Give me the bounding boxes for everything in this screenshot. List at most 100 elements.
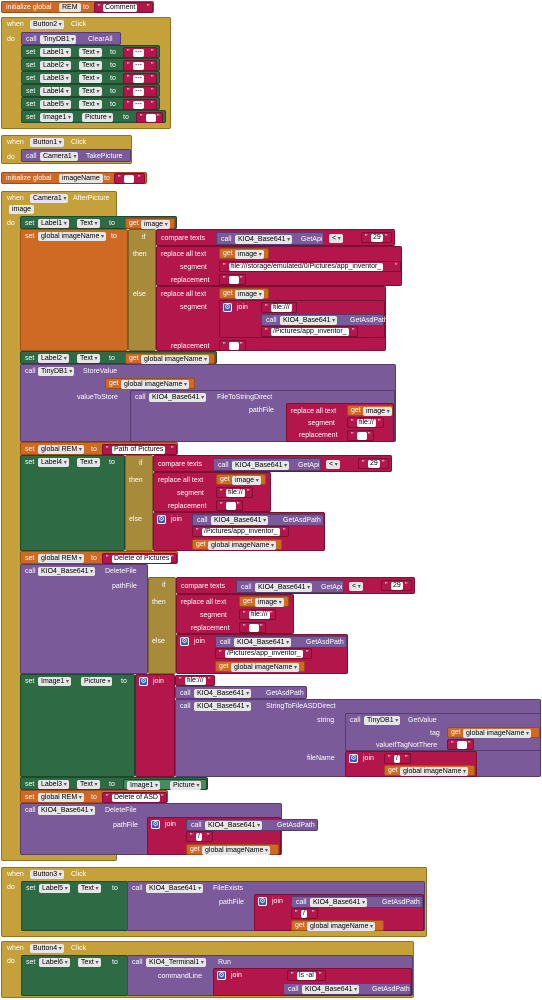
join-block[interactable]: ⚙ join " / " get global imageName: [345, 751, 477, 777]
string-value[interactable]: ls -al: [297, 972, 316, 980]
join-block[interactable]: ⚙ join: [135, 674, 175, 777]
var-field[interactable]: image: [235, 290, 264, 299]
string-value[interactable]: [124, 175, 134, 183]
string-value[interactable]: ---: [133, 75, 144, 83]
string-value[interactable]: Path of Pictures: [112, 446, 166, 454]
component-field[interactable]: Button1: [30, 138, 64, 147]
string-value[interactable]: /Pictures/app_inventor_: [202, 528, 280, 536]
component-field[interactable]: Label3: [38, 780, 69, 789]
string-block[interactable]: " --- ": [123, 47, 157, 58]
string-value[interactable]: Comment: [103, 4, 138, 12]
button4-click-event[interactable]: when Button4 Click do set Label6 Text to…: [1, 941, 414, 998]
gear-icon[interactable]: ⚙: [223, 303, 232, 312]
gear-icon[interactable]: ⚙: [258, 897, 267, 906]
string-block[interactable]: " Path of Pictures ": [102, 444, 177, 455]
string-block[interactable]: " file://": [347, 417, 384, 428]
string-block[interactable]: "/Pictures/app_inventor_ ": [261, 326, 358, 337]
operator-field[interactable]: <: [326, 460, 340, 469]
component-field[interactable]: TinyDB1: [40, 35, 77, 44]
string-block[interactable]: " Delete of Pictures ": [102, 553, 177, 564]
component-field[interactable]: Label5: [40, 100, 71, 109]
call-stringtofileasddirect[interactable]: call KIO4_Base641 StringToFileASDDirect …: [175, 699, 541, 777]
component-field[interactable]: Label2: [40, 61, 71, 70]
string-value[interactable]: file:///storage/emulated/0/Pictures/app_…: [229, 263, 384, 271]
string-block[interactable]: " --- ": [123, 99, 157, 110]
string-value[interactable]: [229, 342, 239, 350]
get-global-imagename[interactable]: get global imageName: [125, 353, 215, 364]
var-field[interactable]: global REM: [38, 793, 84, 802]
set-label3-text[interactable]: set Label3 Text to Image1 Picture: [20, 777, 208, 790]
string-value[interactable]: file:///: [185, 677, 206, 685]
component-field[interactable]: TinyDB1: [364, 716, 401, 725]
gear-icon[interactable]: ⚙: [180, 637, 189, 646]
string-value[interactable]: /Pictures/app_inventor_: [271, 328, 349, 336]
string-block[interactable]: "/Pictures/app_inventor_ ": [192, 526, 289, 537]
component-field[interactable]: KIO4_Base641: [38, 806, 96, 815]
get-global-imagename[interactable]: get global imageName: [291, 920, 384, 931]
var-field[interactable]: global imageName: [231, 663, 300, 672]
set-label5-text[interactable]: set Label5 Text to: [21, 881, 128, 931]
string-value[interactable]: [146, 114, 156, 122]
set-label1-text[interactable]: set Label1 Text to "---": [21, 45, 160, 58]
set-label6-text[interactable]: set Label6 Text to: [21, 955, 128, 996]
var-field[interactable]: image: [363, 407, 392, 416]
component-field[interactable]: KIO4_Base641: [280, 316, 338, 325]
set-label3-text[interactable]: set Label3 Text to "---": [21, 71, 160, 84]
property-field[interactable]: Text: [77, 458, 100, 467]
string-value[interactable]: [457, 741, 467, 749]
component-field[interactable]: KIO4_Base641: [234, 638, 292, 647]
init-global-rem-block[interactable]: initialize global REM to " Comment ": [1, 1, 154, 13]
call-tinydb-clearall[interactable]: call TinyDB1 ClearAll: [21, 32, 121, 45]
string-block[interactable]: " --- ": [123, 86, 157, 97]
component-field[interactable]: Label4: [38, 458, 69, 467]
string-block[interactable]: " Delete of ASD ": [102, 792, 167, 803]
string-value[interactable]: /Pictures/app_inventor_: [225, 650, 303, 658]
component-field[interactable]: KIO4_Base641: [310, 898, 368, 907]
component-field[interactable]: Button2: [30, 20, 64, 29]
set-image1-picture[interactable]: set Image1 Picture to: [20, 674, 135, 777]
string-block[interactable]: " file://": [216, 487, 253, 498]
var-field[interactable]: global imageName: [307, 922, 376, 931]
if-then-else-block[interactable]: if then else: [128, 229, 156, 351]
string-block[interactable]: " ls -al ": [287, 970, 326, 981]
get-global-imagename[interactable]: get global imageName: [186, 844, 279, 855]
var-name-field[interactable]: REM: [59, 3, 81, 12]
component-field[interactable]: Label2: [38, 354, 69, 363]
component-field[interactable]: KIO4_Base641: [235, 235, 293, 244]
string-value[interactable]: 29: [368, 460, 380, 468]
string-value[interactable]: /: [394, 755, 400, 763]
string-value[interactable]: file://: [357, 419, 376, 427]
call-terminal-run[interactable]: call KIO4_Terminal1 Run commandLine ⚙ jo…: [127, 955, 413, 996]
string-block[interactable]: " --- ": [123, 60, 157, 71]
component-field[interactable]: Label3: [40, 74, 71, 83]
string-block[interactable]: " ": [219, 274, 246, 285]
get-global-imagename[interactable]: get global imageName: [384, 765, 475, 776]
component-field[interactable]: TinyDB1: [38, 367, 75, 376]
gear-icon[interactable]: ⚙: [217, 971, 226, 980]
var-field[interactable]: image: [235, 250, 264, 259]
get-global-imagename[interactable]: get global imageName: [447, 727, 540, 738]
set-image1-picture[interactable]: set Image1 Picture to "": [21, 110, 166, 123]
image1-picture-getter[interactable]: Image1 Picture: [123, 779, 207, 790]
component-field[interactable]: KIO4_Terminal1: [146, 958, 206, 967]
component-field[interactable]: KIO4_Base641: [205, 821, 263, 830]
operator-field[interactable]: <: [349, 582, 363, 591]
string-block[interactable]: " file:///storage/emulated/0/Pictures/app…: [219, 261, 401, 272]
string-value[interactable]: ---: [133, 49, 144, 57]
string-block[interactable]: " 29 ": [361, 232, 392, 243]
string-value[interactable]: [229, 276, 239, 284]
button2-click-event[interactable]: when Button2 Click do call TinyDB1 Clear…: [1, 17, 171, 129]
string-value[interactable]: ---: [133, 88, 144, 96]
var-name-field[interactable]: imageName: [59, 174, 103, 183]
